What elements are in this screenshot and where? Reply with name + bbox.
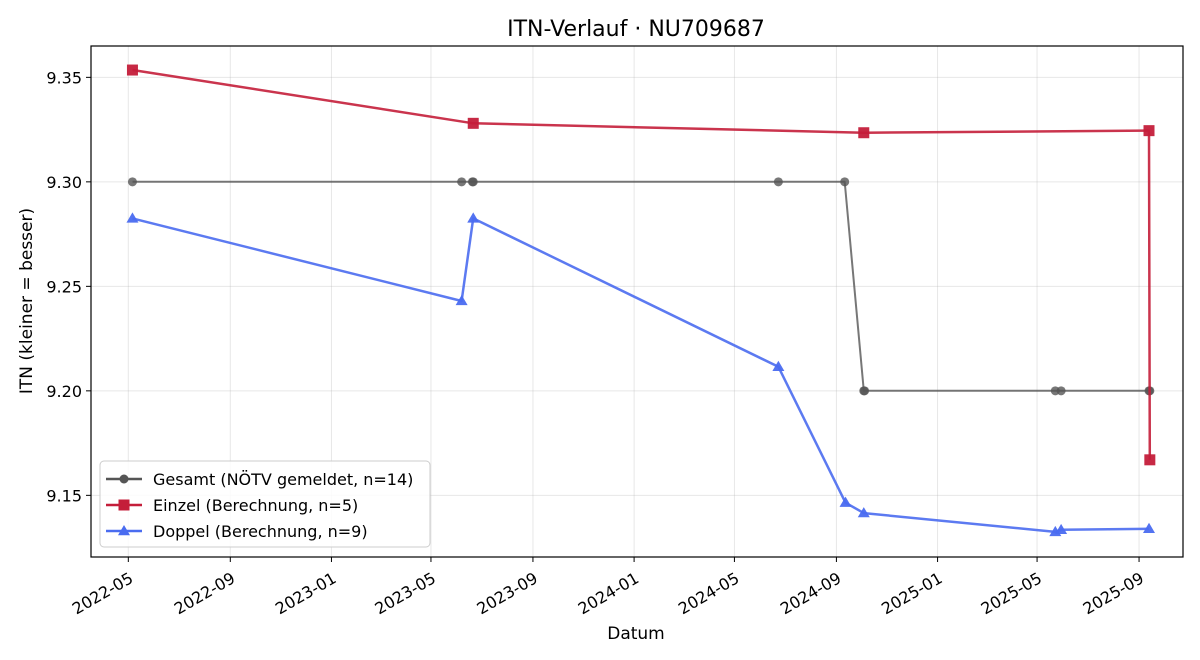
- x-axis: 2022-05 2022-09 2023-01 2023-05 2023-09 2024-…: [69, 557, 1147, 618]
- data-point: [467, 117, 479, 129]
- y-tick-label: 9.25: [46, 277, 82, 296]
- legend-label: Einzel (Berechnung, n=5): [153, 496, 358, 515]
- data-point: [1055, 523, 1068, 535]
- data-point: [467, 212, 480, 223]
- data-point: [840, 177, 850, 187]
- data-point: [127, 177, 137, 187]
- x-tick-label: 2023-09: [474, 568, 541, 618]
- data-point: [1143, 125, 1155, 137]
- legend-label: Doppel (Berechnung, n=9): [153, 522, 368, 541]
- x-tick-label: 2022-09: [171, 568, 238, 618]
- data-point: [839, 496, 852, 507]
- data-point: [860, 386, 870, 396]
- x-tick-label: 2024-01: [575, 568, 642, 618]
- plot-frame: [90, 45, 1184, 558]
- x-tick-label: 2025-01: [878, 568, 945, 618]
- data-point: [773, 177, 783, 187]
- data-point: [126, 212, 139, 223]
- series-2: [126, 64, 1156, 466]
- x-tick-label: 2022-05: [69, 568, 136, 618]
- series-1: [127, 177, 1155, 396]
- legend: Gesamt (NÖTV gemeldet, n=14) Einzel (Bere…: [99, 460, 431, 548]
- data-point: [858, 127, 870, 139]
- y-tick-label: 9.35: [46, 68, 82, 87]
- y-axis: 9.15 9.20 9.25 9.30 9.35: [46, 68, 91, 505]
- data-point: [126, 64, 138, 76]
- series-layer: [126, 64, 1156, 537]
- chart-title: ITN-Verlauf · NU709687: [507, 17, 765, 42]
- data-point: [455, 294, 468, 306]
- y-tick-label: 9.20: [46, 382, 82, 401]
- legend-label: Gesamt (NÖTV gemeldet, n=14): [153, 470, 413, 489]
- x-tick-label: 2023-01: [272, 568, 339, 618]
- x-tick-label: 2023-05: [372, 568, 439, 618]
- data-point: [468, 177, 478, 187]
- data-point: [1144, 454, 1156, 466]
- x-axis-title: Datum: [607, 624, 665, 644]
- data-point: [457, 177, 467, 187]
- data-point: [857, 507, 870, 518]
- data-point: [1143, 522, 1156, 533]
- y-axis-title: ITN (kleiner = besser): [17, 208, 37, 394]
- series-3: [126, 212, 1156, 537]
- legend-marker: [118, 525, 130, 536]
- series-line: [132, 68, 1152, 460]
- x-tick-label: 2025-09: [1080, 568, 1147, 618]
- legend-box: [99, 460, 431, 548]
- x-tick-label: 2025-05: [978, 568, 1045, 618]
- data-point: [1056, 386, 1066, 396]
- legend-marker: [118, 499, 130, 511]
- y-tick-label: 9.15: [46, 486, 82, 505]
- data-point: [772, 360, 785, 372]
- x-tick-label: 2024-05: [675, 568, 742, 618]
- x-tick-label: 2024-09: [777, 568, 844, 618]
- legend-marker: [119, 474, 129, 484]
- y-tick-label: 9.30: [46, 173, 82, 192]
